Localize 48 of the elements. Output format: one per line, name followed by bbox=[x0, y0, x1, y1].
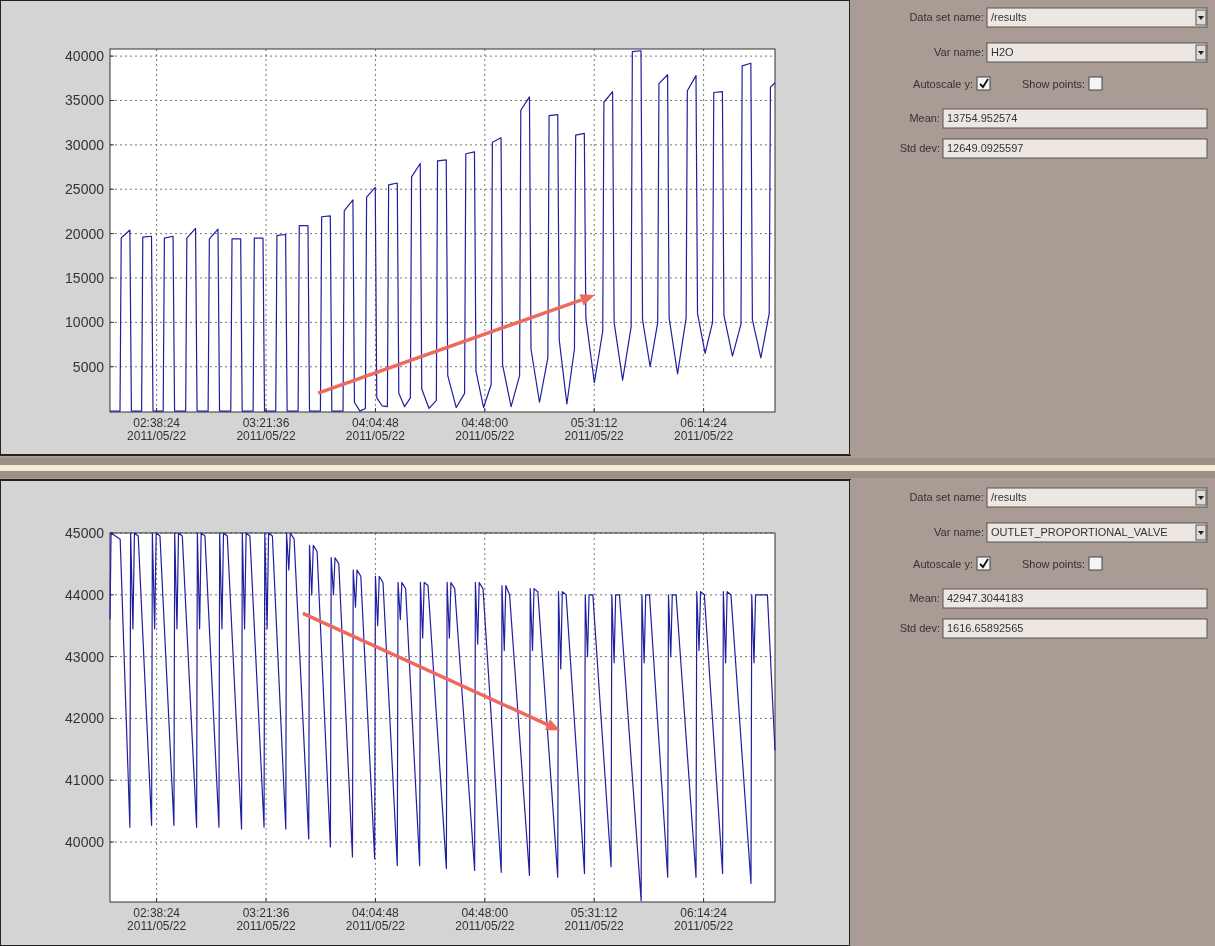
text: 1616.65892565 bbox=[947, 622, 1024, 634]
line-series bbox=[109, 532, 776, 902]
text: Var name: bbox=[934, 526, 984, 538]
x-tick-label: 04:04:48 2011/05/22 bbox=[345, 416, 406, 443]
y-tick-label: 45000 bbox=[65, 525, 105, 541]
text: Var name: bbox=[934, 46, 984, 58]
line-series bbox=[109, 50, 776, 412]
x-tick-label: 06:14:24 2011/05/22 bbox=[674, 416, 734, 443]
text: Show points: bbox=[1022, 558, 1085, 570]
y-tick-label: 25000 bbox=[65, 181, 105, 198]
x-tick-label: 02:38:24 2011/05/22 bbox=[127, 906, 187, 933]
x-tick-label: 04:48:00 2011/05/22 bbox=[455, 906, 515, 933]
x-tick-label: 05:31:12 2011/05/22 bbox=[564, 416, 625, 443]
text: Data set name: bbox=[909, 11, 984, 23]
y-tick-label: 30000 bbox=[65, 136, 105, 153]
text: H2O bbox=[991, 46, 1015, 58]
x-tick-label: 06:14:24 2011/05/22 bbox=[674, 906, 734, 933]
x-tick-label: 04:04:48 2011/05/22 bbox=[345, 906, 406, 933]
text: Autoscale y: bbox=[913, 558, 973, 570]
y-tick-label: 44000 bbox=[65, 586, 105, 603]
text: Data set name: bbox=[909, 491, 984, 503]
x-tick-label: 02:38:24 2011/05/22 bbox=[127, 416, 187, 443]
text: Show points: bbox=[1022, 78, 1085, 90]
text: Mean: bbox=[909, 112, 940, 124]
y-tick-label: 35000 bbox=[65, 92, 105, 109]
y-tick-label: 40000 bbox=[65, 834, 105, 851]
text: OUTLET_PROPORTIONAL_VALVE bbox=[991, 526, 1168, 538]
y-tick-label: 40000 bbox=[65, 48, 105, 65]
x-tick-label: 04:48:00 2011/05/22 bbox=[455, 416, 515, 443]
y-tick-label: 43000 bbox=[65, 648, 105, 665]
x-tick-label: 03:21:36 2011/05/22 bbox=[236, 416, 296, 443]
text: /results bbox=[991, 491, 1027, 503]
text: 12649.0925597 bbox=[947, 142, 1024, 154]
y-tick-label: 5000 bbox=[72, 358, 105, 375]
y-tick-label: 41000 bbox=[65, 772, 105, 789]
text: Std dev: bbox=[899, 622, 940, 634]
text: 42947.3044183 bbox=[947, 592, 1024, 604]
y-tick-label: 20000 bbox=[65, 225, 105, 242]
y-tick-label: 42000 bbox=[65, 710, 105, 727]
text: Std dev: bbox=[899, 142, 940, 154]
x-tick-label: 05:31:12 2011/05/22 bbox=[564, 906, 625, 933]
y-tick-label: 10000 bbox=[65, 314, 105, 331]
text: Autoscale y: bbox=[913, 78, 973, 90]
x-tick-label: 03:21:36 2011/05/22 bbox=[236, 906, 296, 933]
text: /results bbox=[991, 11, 1027, 23]
text: Mean: bbox=[909, 592, 940, 604]
y-tick-label: 15000 bbox=[65, 269, 105, 286]
text: 13754.952574 bbox=[947, 112, 1018, 124]
